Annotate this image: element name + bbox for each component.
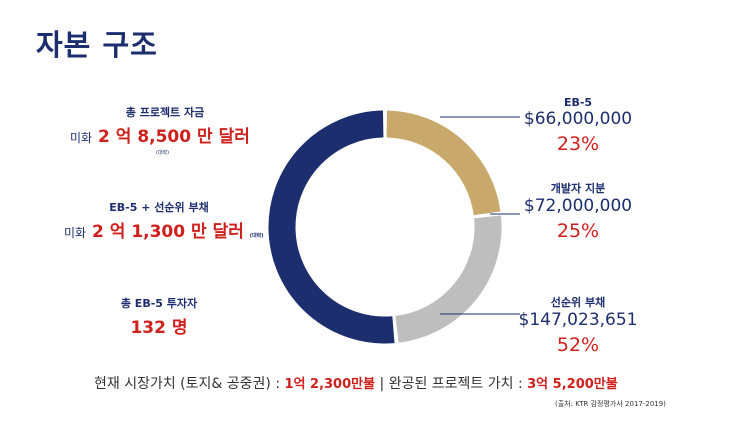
- eb5-senior-prefix: 미화: [64, 226, 87, 240]
- investors-label: 총 EB-5 투자자: [120, 297, 198, 310]
- legend-developer: 개발자 지분 $72,000,000 25%: [508, 180, 648, 242]
- total-funding-value-line: 미화 2 억 8,500 만 달러: [70, 122, 270, 147]
- separator: |: [375, 376, 389, 392]
- legend-eb5-name: EB-5: [563, 96, 593, 109]
- investors-block: 총 EB-5 투자자 132 명: [64, 295, 254, 338]
- total-funding-block: 총 프로젝트 자금 미화 2 억 8,500 만 달러 (대략): [70, 104, 270, 156]
- total-funding-value: 2 억 8,500 만 달러: [98, 127, 250, 147]
- total-funding-prefix: 미화: [70, 131, 93, 145]
- eb5-senior-label: EB-5 + 선순위 부채: [109, 201, 209, 214]
- legend-developer-percent: 25%: [556, 220, 600, 242]
- legend-senior-name: 선순위 부채: [550, 296, 606, 309]
- legend-senior-amount: $147,023,651: [518, 310, 638, 330]
- slice-eb5: [386, 110, 501, 216]
- market-value: 1억 2,300만불: [284, 377, 376, 392]
- legend-eb5-amount: $66,000,000: [523, 109, 633, 129]
- legend-developer-amount: $72,000,000: [523, 196, 633, 216]
- slice-senior-debt: [268, 110, 395, 344]
- legend-eb5-percent: 23%: [556, 133, 600, 155]
- valuation-line: 현재 시장가치 (토지& 공중권) : 1억 2,300만불 | 완공된 프로젝…: [94, 373, 618, 393]
- legend-senior: 선순위 부채 $147,023,651 52%: [508, 294, 648, 356]
- legend-developer-name: 개발자 지분: [550, 182, 606, 195]
- legend-senior-percent: 52%: [556, 334, 600, 356]
- total-funding-label: 총 프로젝트 자금: [125, 106, 205, 119]
- completed-value: 3억 5,200만불: [527, 377, 618, 392]
- eb5-senior-value: 2 억 1,300 만 달러: [92, 222, 244, 242]
- eb5-senior-note: (대략): [249, 233, 264, 239]
- total-funding-note: (대략): [156, 150, 170, 156]
- eb5-senior-value-line: 미화 2 억 1,300 만 달러 (대략): [64, 217, 294, 242]
- market-value-label: 현재 시장가치 (토지& 공중권) :: [94, 376, 285, 392]
- source-note: (출처: KTR 감정평가사 2017-2019): [555, 400, 666, 408]
- eb5-senior-block: EB-5 + 선순위 부채 미화 2 억 1,300 만 달러 (대략): [64, 199, 294, 242]
- slice-developer-equity: [395, 215, 502, 343]
- legend-eb5: EB-5 $66,000,000 23%: [508, 96, 648, 155]
- completed-value-label: 완공된 프로젝트 가치 :: [388, 376, 528, 392]
- page-title: 자본 구조: [36, 28, 158, 62]
- investors-value: 132 명: [130, 318, 188, 338]
